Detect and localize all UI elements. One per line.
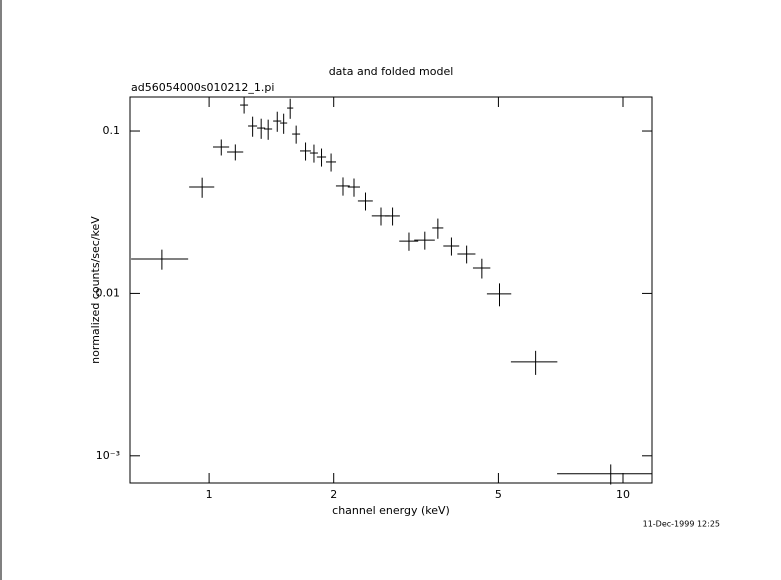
x-tick-label: 1 bbox=[206, 488, 213, 501]
y-tick-label: 0.01 bbox=[96, 286, 121, 299]
y-axis-label: normalized counts/sec/keV bbox=[89, 216, 102, 364]
chart-title: data and folded model bbox=[329, 65, 454, 78]
chart-subtitle: ad56054000s010212_1.pi bbox=[131, 81, 274, 94]
plot-frame bbox=[129, 96, 653, 484]
x-tick-label: 5 bbox=[495, 488, 502, 501]
y-tick-label: 0.1 bbox=[103, 124, 121, 137]
timestamp: 11-Dec-1999 12:25 bbox=[643, 520, 720, 529]
x-axis-label: channel energy (keV) bbox=[332, 504, 450, 517]
y-tick-label: 10⁻³ bbox=[96, 449, 120, 462]
x-tick-label: 2 bbox=[330, 488, 337, 501]
x-tick-label: 10 bbox=[616, 488, 630, 501]
